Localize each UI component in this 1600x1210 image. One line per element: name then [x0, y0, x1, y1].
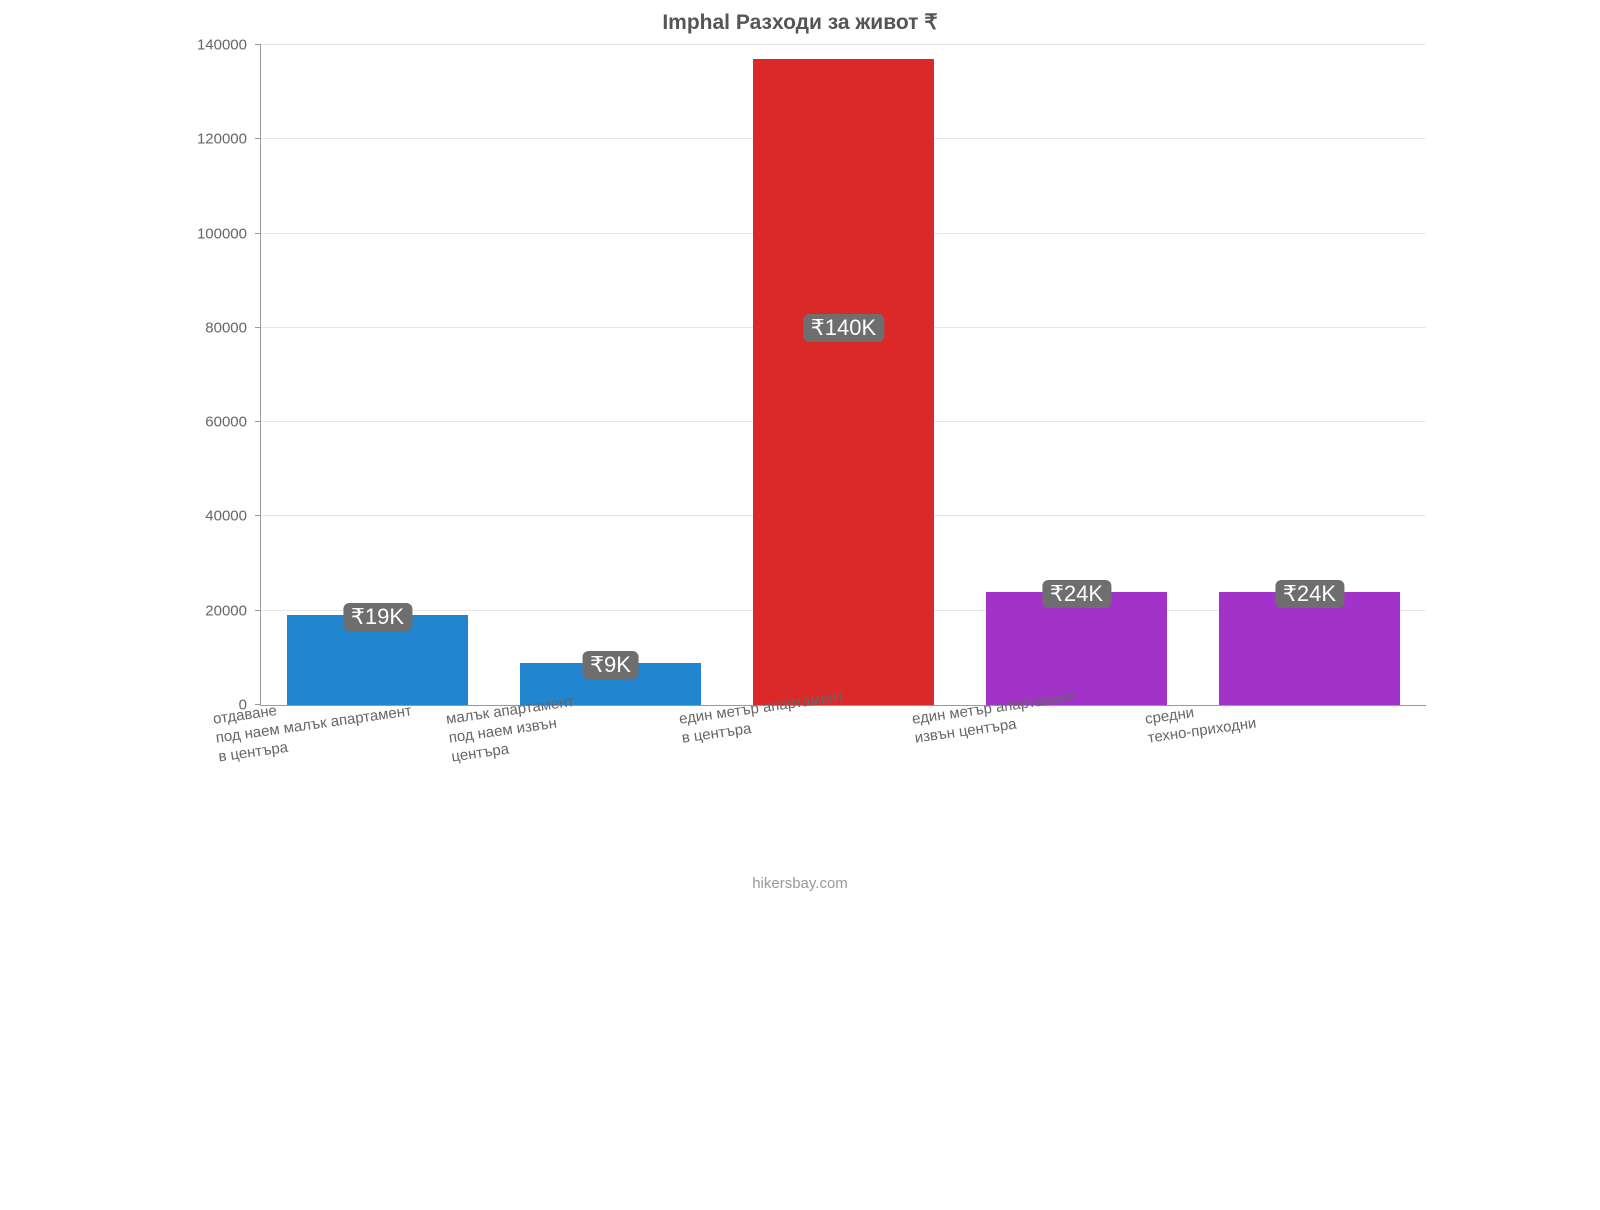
bar-value-label: ₹24K [1042, 580, 1111, 608]
chart-footer: hikersbay.com [155, 875, 1445, 892]
ytick-mark [255, 421, 261, 422]
bar [986, 592, 1168, 705]
ytick-label: 40000 [205, 508, 247, 525]
cost-of-living-chart: Imphal Разходи за живот ₹ 02000040000600… [155, 10, 1445, 980]
ytick-label: 60000 [205, 414, 247, 431]
bar-value-label: ₹24K [1275, 580, 1344, 608]
chart-title: Imphal Разходи за живот ₹ [155, 10, 1445, 35]
plot-area: 020000400006000080000100000120000140000₹… [260, 45, 1426, 706]
ytick-label: 100000 [197, 225, 247, 242]
ytick-mark [255, 610, 261, 611]
bar-value-label: ₹9K [582, 651, 639, 679]
ytick-mark [255, 233, 261, 234]
ytick-mark [255, 515, 261, 516]
bar-value-label: ₹19K [343, 603, 412, 631]
ytick-label: 80000 [205, 319, 247, 336]
ytick-mark [255, 44, 261, 45]
bar [1219, 592, 1401, 705]
bar-value-label: ₹140K [803, 314, 884, 342]
ytick-mark [255, 138, 261, 139]
ytick-label: 20000 [205, 602, 247, 619]
ytick-mark [255, 327, 261, 328]
ytick-label: 120000 [197, 131, 247, 148]
ytick-label: 140000 [197, 37, 247, 54]
bar [753, 59, 935, 705]
gridline [261, 44, 1426, 45]
